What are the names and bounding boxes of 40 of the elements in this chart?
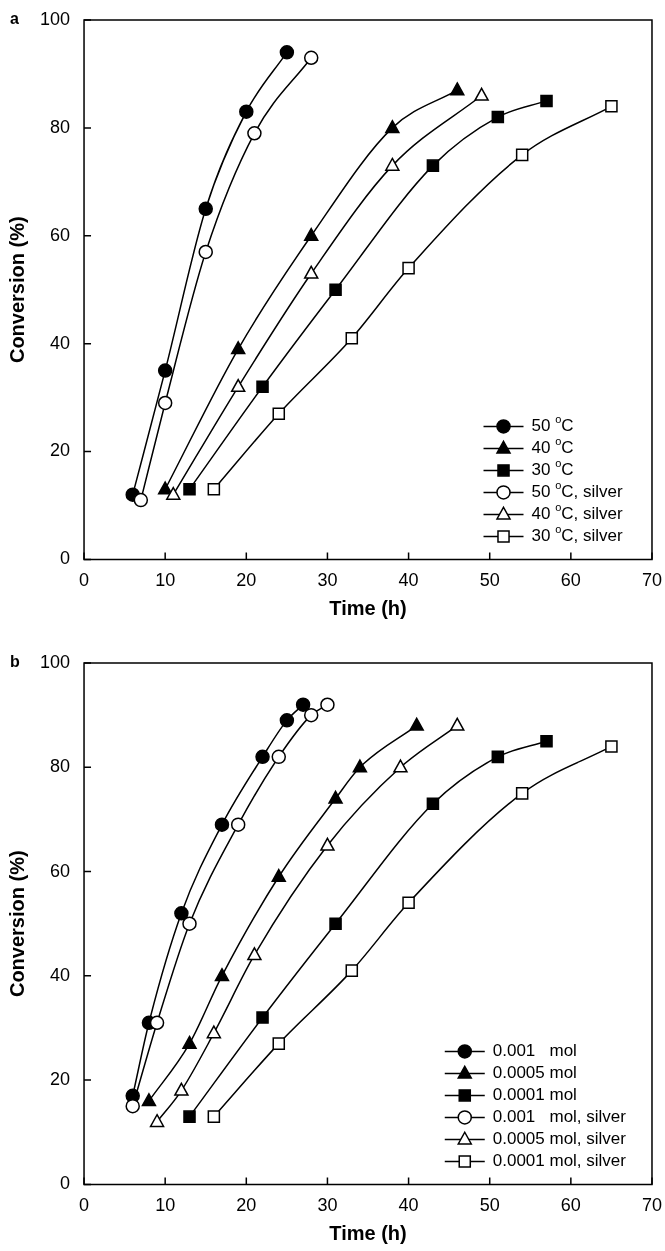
chart-title: a xyxy=(10,10,19,28)
x-axis-title: Time (h) xyxy=(329,596,407,619)
x-tick-label: 10 xyxy=(155,570,176,591)
chart-title: b xyxy=(10,653,20,671)
legend-label: 0.0001 mol xyxy=(492,1085,577,1105)
x-tick-label: 40 xyxy=(398,570,419,591)
x-tick-label: 30 xyxy=(317,570,338,591)
legend-label: 0.001 mol xyxy=(492,1041,577,1061)
x-tick-label: 0 xyxy=(79,1195,90,1216)
legend-label: 0.001 mol, silver xyxy=(492,1107,627,1127)
x-tick-label: 10 xyxy=(155,1195,176,1216)
y-tick-label: 0 xyxy=(60,1173,71,1194)
x-tick-label: 30 xyxy=(317,1195,338,1216)
x-tick-label: 40 xyxy=(398,1195,419,1216)
y-tick-label: 80 xyxy=(50,116,71,137)
x-tick-label: 50 xyxy=(479,570,500,591)
y-axis-title: Conversion (%) xyxy=(5,850,28,998)
y-tick-label: 100 xyxy=(39,651,71,672)
y-tick-label: 60 xyxy=(50,224,71,245)
x-tick-label: 60 xyxy=(560,570,581,591)
y-tick-label: 60 xyxy=(50,860,71,881)
y-axis-title: Conversion (%) xyxy=(5,216,28,364)
y-tick-label: 20 xyxy=(50,1069,71,1090)
legend-label: 0.0001 mol, silver xyxy=(492,1151,627,1171)
legend-label: 0.0005 mol, silver xyxy=(492,1129,627,1149)
x-tick-label: 70 xyxy=(641,570,662,591)
y-tick-label: 80 xyxy=(50,756,71,777)
x-axis-title: Time (h) xyxy=(329,1221,407,1244)
x-tick-label: 70 xyxy=(641,1195,662,1216)
y-tick-label: 40 xyxy=(50,332,71,353)
y-tick-label: 100 xyxy=(39,8,71,29)
legend-label: 0.0005 mol xyxy=(492,1063,577,1083)
y-tick-label: 0 xyxy=(60,548,71,569)
x-tick-label: 60 xyxy=(560,1195,581,1216)
y-tick-label: 40 xyxy=(50,964,71,985)
x-tick-label: 0 xyxy=(79,570,90,591)
x-tick-label: 20 xyxy=(236,570,257,591)
y-tick-label: 20 xyxy=(50,440,71,461)
x-tick-label: 50 xyxy=(479,1195,500,1216)
x-tick-label: 20 xyxy=(236,1195,257,1216)
